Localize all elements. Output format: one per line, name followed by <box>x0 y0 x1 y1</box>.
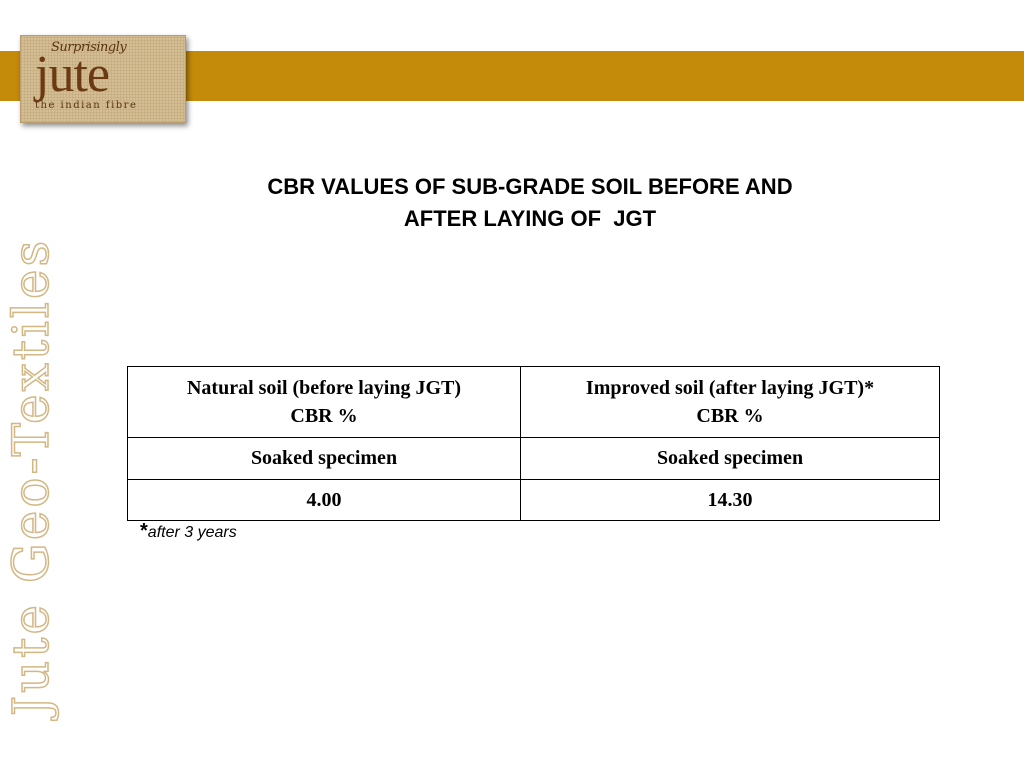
side-watermark-text: Jute Geo-Textiles <box>1 237 61 717</box>
table-cell: Soaked specimen <box>520 437 940 480</box>
table-cell: 14.30 <box>520 479 940 521</box>
header-cell-improved-soil: Improved soil (after laying JGT)* CBR % <box>520 366 940 438</box>
footnote-marker: * <box>140 520 148 542</box>
header-cell-text: Natural soil (before laying JGT) <box>186 377 462 399</box>
jute-logo: Surprisingly jute the indian fibre <box>20 35 186 123</box>
table-row: 4.00 14.30 <box>127 479 940 521</box>
footnote-text: after 3 years <box>147 524 237 541</box>
table-header-row: Natural soil (before laying JGT) CBR % I… <box>127 366 940 438</box>
logo-word: jute <box>35 46 110 103</box>
table-cell: Soaked specimen <box>127 437 521 480</box>
header-cell-text: Improved soil (after laying JGT)* <box>585 377 875 399</box>
footnote: *after 3 years <box>140 520 237 543</box>
header-cell-natural-soil: Natural soil (before laying JGT) CBR % <box>127 366 521 438</box>
slide-title-line-1: CBR VALUES OF SUB-GRADE SOIL BEFORE AND <box>267 174 793 199</box>
header-cell-unit: CBR % <box>696 405 764 427</box>
table-cell: 4.00 <box>127 479 521 521</box>
slide-title-line-2: AFTER LAYING OF JGT <box>403 206 657 231</box>
slide-title: CBR VALUES OF SUB-GRADE SOIL BEFORE AND … <box>150 171 910 235</box>
cbr-table: Natural soil (before laying JGT) CBR % I… <box>127 366 940 521</box>
table-row: Soaked specimen Soaked specimen <box>127 437 940 480</box>
logo-script-text: Surprisingly <box>51 40 127 55</box>
header-cell-unit: CBR % <box>290 405 358 427</box>
logo-tagline: the indian fibre <box>35 100 138 111</box>
